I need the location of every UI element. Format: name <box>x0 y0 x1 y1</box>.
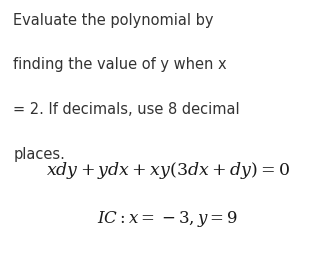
Text: Evaluate the polynomial by: Evaluate the polynomial by <box>13 13 214 28</box>
Text: places.: places. <box>13 146 65 161</box>
Text: = 2. If decimals, use 8 decimal: = 2. If decimals, use 8 decimal <box>13 102 240 117</box>
Text: $xdy + ydx + xy(3dx + dy) = 0$: $xdy + ydx + xy(3dx + dy) = 0$ <box>46 160 290 181</box>
Text: finding the value of y when x: finding the value of y when x <box>13 57 227 72</box>
Text: $IC: x = -3, y = 9$: $IC: x = -3, y = 9$ <box>97 209 239 228</box>
